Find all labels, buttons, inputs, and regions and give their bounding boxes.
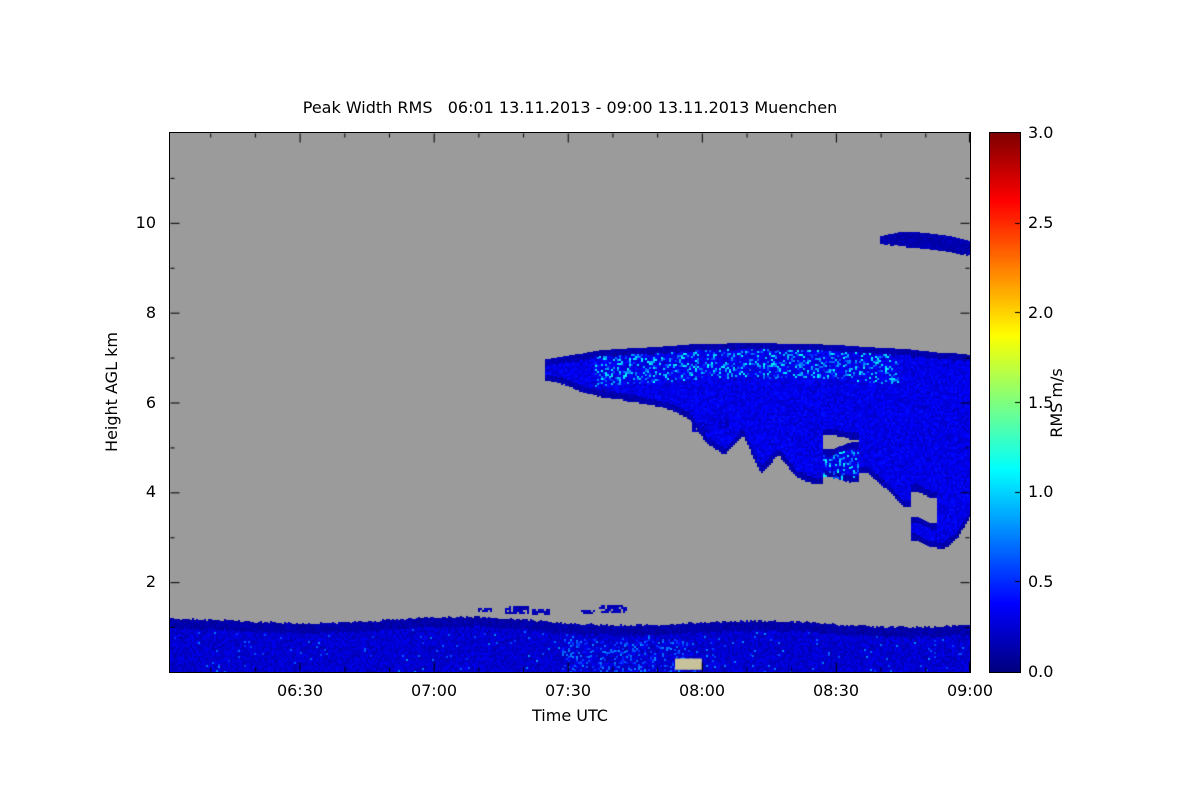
colorbar-tick-0.5: 0.5 [1028,572,1054,591]
colorbar-axis-label: RMS m/s [1047,368,1066,438]
y-tick-label-10: 10 [135,213,156,232]
chart-title: Peak Width RMS 06:01 13.11.2013 - 09:00 … [302,98,838,117]
x-tick-label-0700: 07:00 [410,681,458,700]
y-tick-label-6: 6 [145,393,156,412]
colorbar-tick-1.5: 1.5 [1028,393,1054,412]
heatmap-canvas [170,133,970,672]
colorbar-tick-0.0: 0.0 [1028,662,1054,681]
colorbar-tick-2.5: 2.5 [1028,213,1054,232]
y-tick-label-4: 4 [145,482,156,501]
x-tick-label-0830: 08:30 [812,681,860,700]
x-axis-label: Time UTC [532,706,608,725]
x-tick-label-0730: 07:30 [544,681,592,700]
y-tick-label-8: 8 [145,303,156,322]
y-axis-label: Height AGL km [102,332,121,452]
colorbar-tick-1.0: 1.0 [1028,482,1054,501]
colorbar-tick-3.0: 3.0 [1028,123,1054,142]
x-tick-label-0630: 06:30 [276,681,324,700]
x-tick-label-0800: 08:00 [678,681,726,700]
y-tick-label-2: 2 [145,572,156,591]
colorbar-canvas [990,133,1020,672]
x-tick-label-0900: 09:00 [946,681,994,700]
colorbar [989,132,1021,673]
colorbar-tick-2.0: 2.0 [1028,303,1054,322]
plot-area [169,132,971,673]
